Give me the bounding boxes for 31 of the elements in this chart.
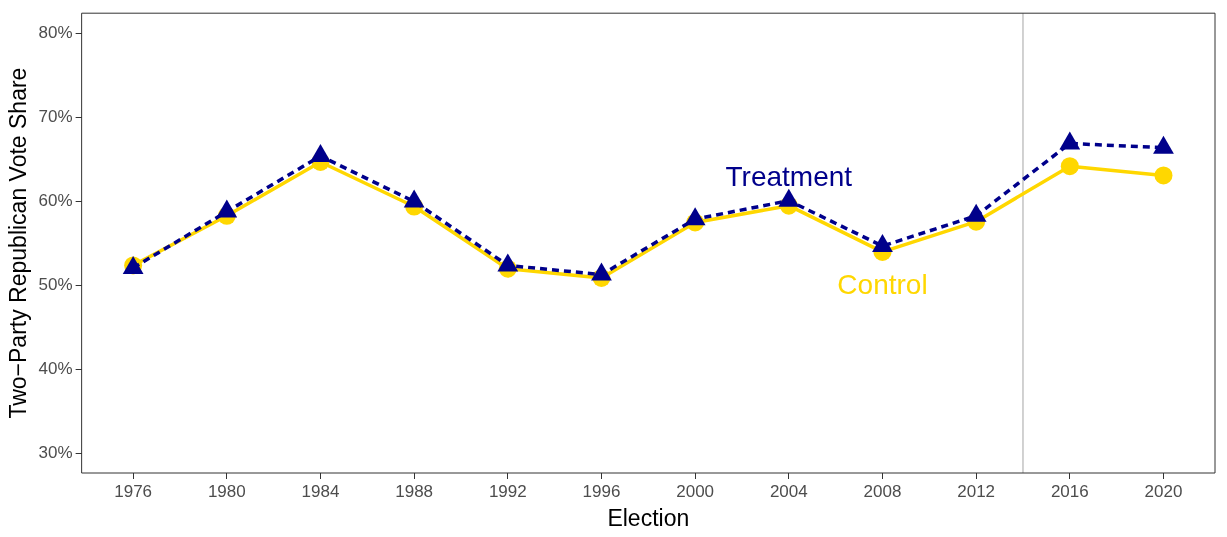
x-tick-label: 1980	[207, 481, 246, 501]
x-tick-label: 2004	[769, 481, 808, 501]
y-axis-title: Two−Party Republican Vote Share	[5, 67, 32, 419]
x-tick-label: 1984	[301, 481, 340, 501]
y-tick-label: 70%	[38, 107, 73, 127]
x-tick-label: 2012	[957, 481, 996, 501]
y-tick-label: 60%	[38, 191, 73, 211]
y-tick-label: 40%	[38, 359, 73, 379]
y-tick-label: 50%	[38, 275, 73, 295]
point	[1059, 131, 1081, 150]
point	[684, 207, 706, 226]
x-tick-label: 2020	[1144, 481, 1183, 501]
x-tick-label: 1988	[395, 481, 434, 501]
y-tick-label: 30%	[38, 443, 73, 463]
x-tick-label: 2016	[1050, 481, 1089, 501]
x-tick-label: 1992	[488, 481, 527, 501]
x-tick-label: 1996	[582, 481, 621, 501]
point	[778, 188, 800, 207]
point	[403, 189, 425, 208]
series-label: Treatment	[725, 161, 853, 193]
point	[310, 144, 331, 163]
point	[965, 203, 987, 222]
x-tick-label: 2000	[676, 481, 715, 501]
y-tick-label: 80%	[38, 23, 73, 43]
point	[216, 199, 238, 218]
x-axis-title: Election	[607, 504, 690, 531]
point	[872, 234, 893, 253]
point	[1153, 135, 1174, 154]
x-tick-label: 2008	[863, 481, 902, 501]
x-tick-label: 1976	[114, 481, 153, 501]
series-label: Control	[837, 268, 928, 300]
